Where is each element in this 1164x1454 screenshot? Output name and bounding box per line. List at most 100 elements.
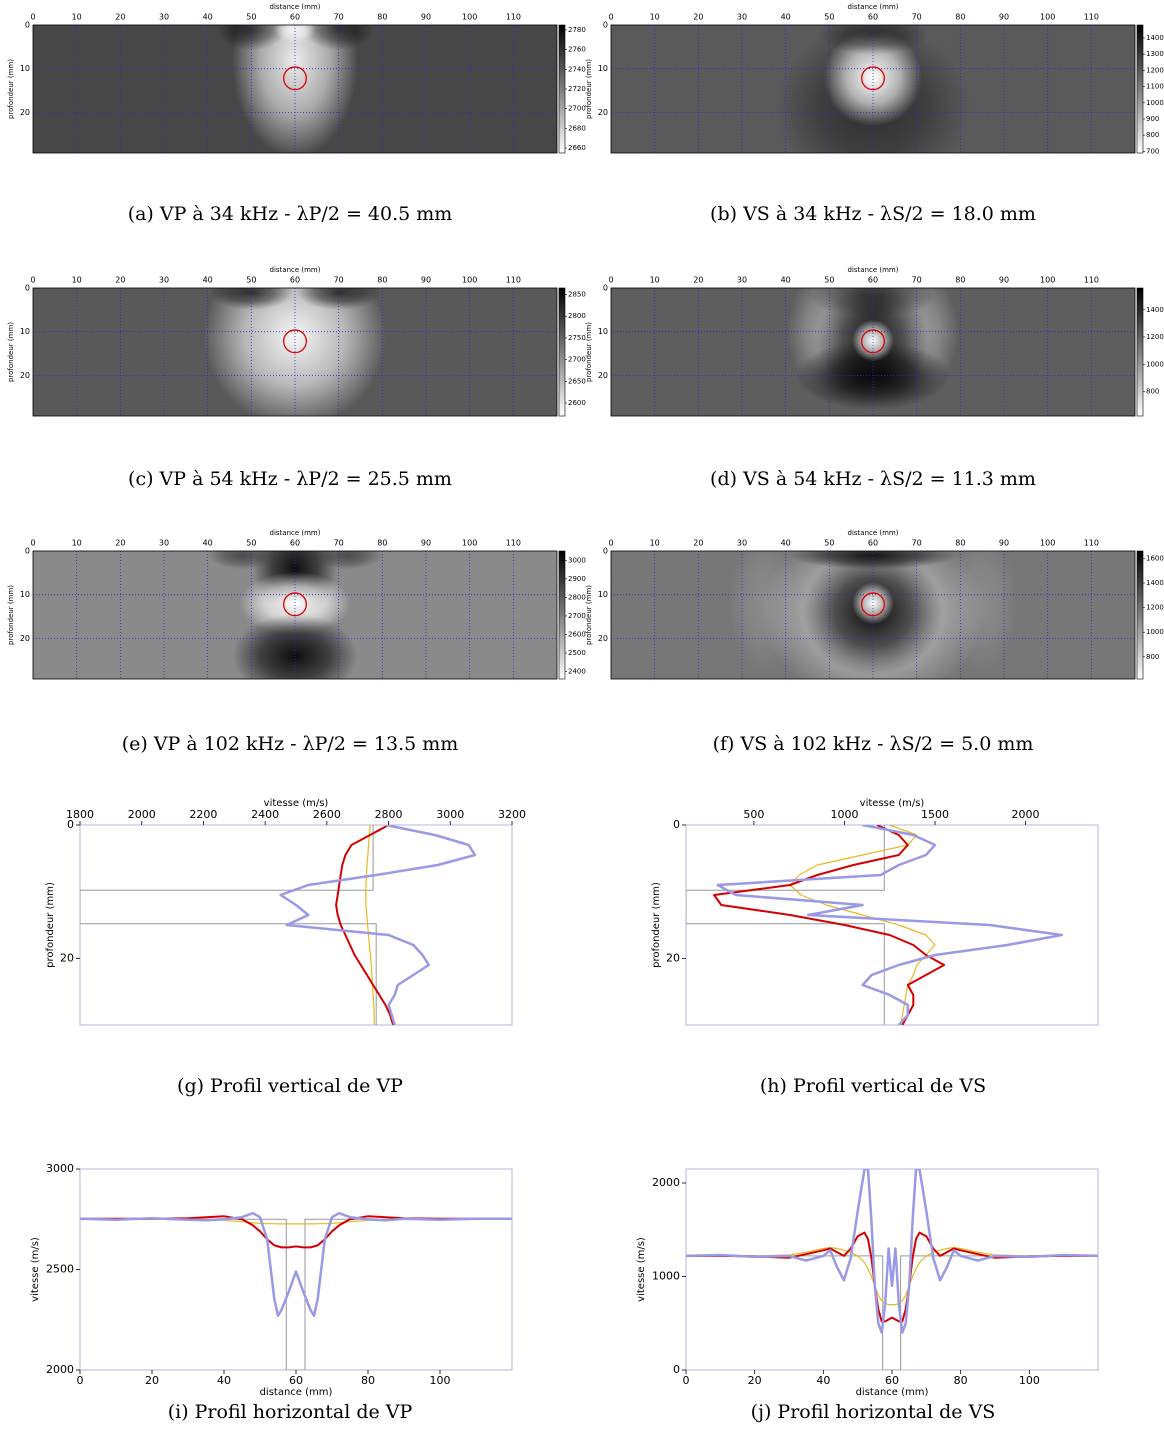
x-tick-label: 1500 [921,808,949,821]
y-axis-title: vitesse (m/s) [636,1237,647,1302]
plot-frame [79,1168,513,1371]
colorbar-tick-label: 2600 [568,630,586,638]
heatmap-feature [209,288,294,310]
colorbar-tick-label: 1000 [1146,99,1164,107]
plot-lines [686,825,1064,1025]
y-tick-label: 20 [20,108,30,117]
x-tick-label: 80 [954,1374,968,1387]
x-tick-label: 70 [334,539,344,548]
x-tick-label: 110 [1084,13,1099,22]
x-tick-label: 60 [290,13,300,22]
x-tick-label: 60 [868,539,878,548]
plot-frame [610,24,1136,154]
colorbar-tick-label: 2500 [568,649,586,657]
x-axis-title: distance (mm) [856,1387,929,1398]
colorbar-tick-label: 1000 [1146,360,1164,368]
x-tick-label: 60 [885,1374,899,1387]
x-tick-label: 100 [430,1374,451,1387]
x-tick-label: 40 [781,539,791,548]
colorbar-tick-label: 1400 [1146,34,1164,42]
colorbar-tick-label: 1200 [1146,66,1164,74]
x-tick-label: 40 [781,13,791,22]
y-axis-title: profondeur (mm) [7,585,15,645]
y-tick-label: 10 [20,327,30,336]
x-tick-label: 40 [781,276,791,285]
heatmap-image [33,25,557,153]
y-axis-title: profondeur (mm) [7,322,15,382]
x-tick-label: 10 [650,13,660,22]
x-tick-label: 3200 [498,808,526,821]
x-tick-label: 100 [462,13,477,22]
colorbar [558,287,566,417]
y-tick-label: 10 [598,64,608,73]
y-axis-title: profondeur (mm) [585,59,593,119]
x-axis-title: distance (mm) [270,266,321,274]
profile-line [789,825,936,1025]
x-axis-title: distance (mm) [270,3,321,11]
inclusion-marker [860,329,886,354]
colorbar [1136,550,1144,680]
x-tick-label: 80 [361,1374,375,1387]
y-tick-label: 0 [67,818,74,831]
x-tick-label: 20 [115,276,125,285]
profile-line [686,1246,1098,1306]
x-tick-label: 20 [748,1374,762,1387]
caption: (c) VP à 54 kHz - λP/2 = 25.5 mm [128,468,452,490]
x-tick-label: 50 [246,539,256,548]
y-tick-label: 0 [25,21,30,30]
x-tick-label: 80 [377,539,387,548]
caption: (d) VS à 54 kHz - λS/2 = 11.3 mm [710,468,1036,490]
inclusion-marker [282,329,308,354]
y-tick-label: 0 [603,21,608,30]
heatmap-feature [312,551,383,570]
x-tick-label: 90 [421,276,431,285]
y-tick-label: 20 [20,634,30,643]
colorbar-tick-label: 2750 [568,334,586,342]
x-axis-title: distance (mm) [270,529,321,537]
profile-line [686,1231,1098,1323]
x-tick-label: 20 [693,276,703,285]
x-tick-label: 90 [421,13,431,22]
y-axis-title: profondeur (mm) [45,882,56,968]
x-axis-title: distance (mm) [260,1387,333,1398]
x-tick-label: 20 [115,539,125,548]
x-tick-label: 100 [1019,1374,1040,1387]
colorbar-tick-label: 2900 [568,575,586,583]
x-tick-label: 110 [506,13,521,22]
colorbar-tick-label: 2780 [568,26,586,34]
heatmap-image [611,288,1135,416]
y-axis-title: profondeur (mm) [651,882,662,968]
x-tick-label: 100 [462,276,477,285]
x-tick-label: 0 [30,13,35,22]
heatmap-feature [824,28,922,127]
colorbar-tick-label: 800 [1146,653,1159,661]
plot-lines [686,1169,1098,1370]
caption: (a) VP à 34 kHz - λP/2 = 40.5 mm [128,203,453,225]
colorbar [558,550,566,680]
x-tick-label: 50 [824,539,834,548]
caption: (g) Profil vertical de VP [177,1075,403,1097]
x-tick-label: 2000 [1012,808,1040,821]
plot-frame [610,287,1136,417]
x-tick-label: 2600 [313,808,341,821]
x-tick-label: 30 [737,13,747,22]
heatmap-feature [947,551,1018,674]
inclusion-marker [282,592,308,617]
y-tick-label: 3000 [46,1162,74,1175]
y-tick-label: 20 [60,951,74,964]
heatmap-feature [817,25,929,55]
heatmap-image [33,288,557,416]
colorbar-tick-label: 1600 [1146,554,1164,562]
y-axis-title: profondeur (mm) [585,322,593,382]
y-tick-label: 1000 [652,1270,680,1283]
x-tick-label: 0 [30,276,35,285]
inclusion-marker [860,592,886,617]
colorbar-tick-label: 800 [1146,387,1159,395]
x-tick-label: 50 [824,276,834,285]
x-tick-label: 60 [290,276,300,285]
x-tick-label: 90 [999,276,1009,285]
heatmap-feature [207,551,278,570]
x-tick-label: 40 [203,276,213,285]
y-tick-label: 10 [598,327,608,336]
